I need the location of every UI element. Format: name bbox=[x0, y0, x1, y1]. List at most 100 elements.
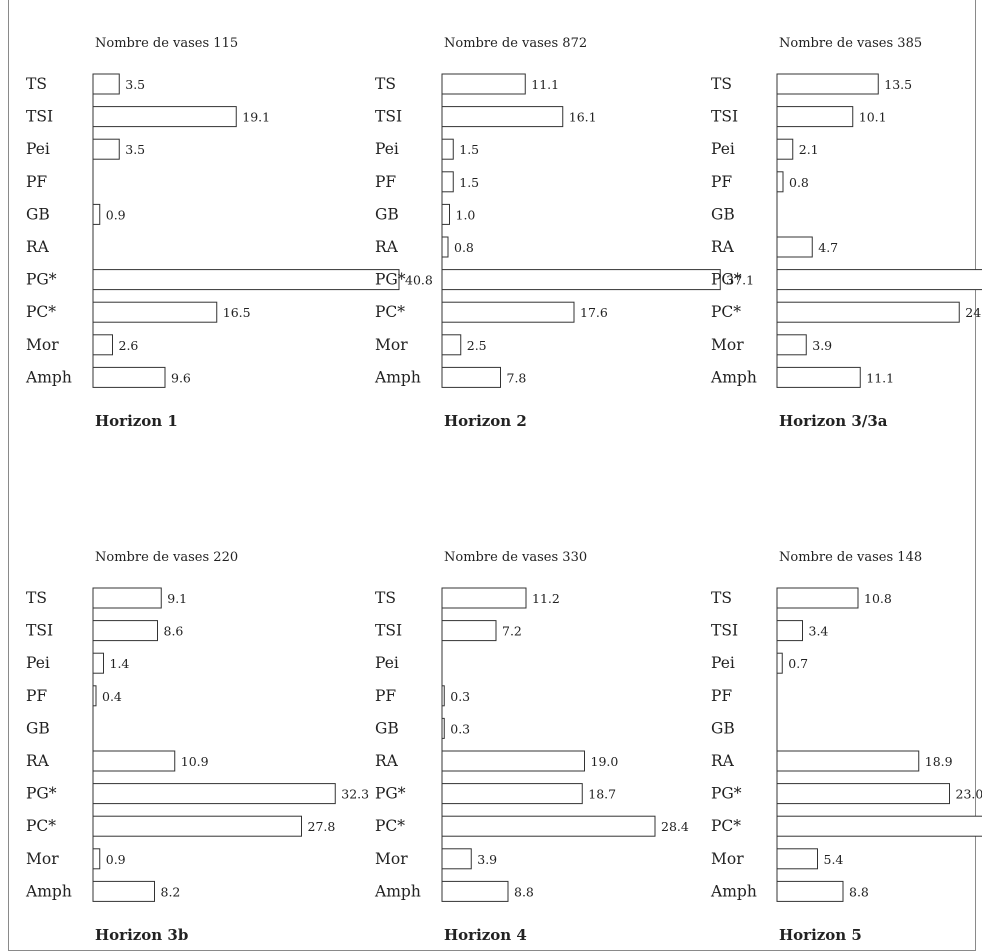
value-label: 8.8 bbox=[849, 884, 869, 899]
category-label: TS bbox=[711, 75, 732, 93]
value-label: 11.1 bbox=[866, 370, 894, 385]
value-label: 24.3 bbox=[965, 305, 982, 320]
category-label: TSI bbox=[711, 108, 738, 126]
value-label: 1.5 bbox=[459, 142, 479, 157]
bar bbox=[776, 750, 920, 772]
category-label: PC* bbox=[26, 303, 56, 321]
bar bbox=[776, 301, 960, 323]
value-label: 0.3 bbox=[450, 721, 470, 736]
category-label: PG* bbox=[26, 271, 57, 289]
category-label: PC* bbox=[375, 303, 405, 321]
category-label: RA bbox=[375, 752, 399, 770]
value-label: 3.5 bbox=[125, 77, 145, 92]
category-label: Amph bbox=[25, 368, 72, 386]
bar bbox=[441, 301, 575, 323]
bar bbox=[441, 269, 721, 291]
bar bbox=[92, 750, 176, 772]
bar bbox=[92, 848, 101, 870]
category-label: GB bbox=[711, 719, 735, 737]
category-label: PC* bbox=[375, 817, 405, 835]
category-label: PC* bbox=[711, 817, 741, 835]
value-label: 27.8 bbox=[308, 819, 336, 834]
value-label: 10.8 bbox=[864, 591, 892, 606]
bar bbox=[441, 880, 509, 902]
value-label: 40.8 bbox=[405, 273, 433, 288]
bar bbox=[92, 138, 120, 160]
value-label: 32.3 bbox=[341, 787, 369, 802]
bar bbox=[441, 848, 472, 870]
value-label: 13.5 bbox=[884, 77, 912, 92]
value-label: 5.4 bbox=[824, 852, 844, 867]
panel-title: Horizon 2 bbox=[444, 412, 527, 430]
value-label: 0.9 bbox=[106, 207, 126, 222]
bar bbox=[441, 685, 445, 707]
category-label: TSI bbox=[26, 622, 53, 640]
figure-frame bbox=[8, 0, 976, 951]
category-label: TSI bbox=[26, 108, 53, 126]
bar bbox=[776, 334, 807, 356]
panel-2: Nombre de vases 872 TS 11.1 TSI 16.1 Pei 1.5 PF… bbox=[374, 36, 754, 430]
bar bbox=[776, 880, 844, 902]
bar bbox=[441, 236, 449, 258]
value-label: 0.8 bbox=[789, 175, 809, 190]
bar bbox=[92, 652, 104, 674]
bar bbox=[92, 301, 218, 323]
value-label: 19.0 bbox=[591, 754, 619, 769]
value-label: 1.5 bbox=[459, 175, 479, 190]
value-label: 16.5 bbox=[223, 305, 251, 320]
value-label: 0.9 bbox=[106, 852, 126, 867]
category-label: PC* bbox=[711, 303, 741, 321]
category-label: Mor bbox=[26, 850, 59, 868]
bar bbox=[92, 685, 97, 707]
value-label: 17.6 bbox=[580, 305, 608, 320]
bar bbox=[776, 269, 982, 291]
value-label: 2.6 bbox=[119, 338, 139, 353]
category-label: PG* bbox=[26, 785, 57, 803]
category-label: PG* bbox=[711, 785, 742, 803]
value-label: 10.9 bbox=[181, 754, 209, 769]
bar bbox=[776, 587, 859, 609]
bar bbox=[441, 587, 527, 609]
category-label: Mor bbox=[375, 336, 408, 354]
value-label: 16.1 bbox=[569, 110, 597, 125]
value-label: 10.1 bbox=[859, 110, 887, 125]
category-label: TS bbox=[26, 75, 47, 93]
value-label: 8.8 bbox=[514, 884, 534, 899]
value-label: 3.9 bbox=[477, 852, 497, 867]
bar bbox=[441, 366, 501, 388]
category-label: PF bbox=[375, 687, 396, 705]
category-label: TS bbox=[26, 589, 47, 607]
bar bbox=[776, 236, 813, 258]
category-label: RA bbox=[711, 752, 735, 770]
category-label: PF bbox=[26, 173, 47, 191]
panel-subtitle: Nombre de vases 385 bbox=[779, 36, 922, 51]
bar bbox=[92, 815, 302, 837]
bar bbox=[92, 269, 400, 291]
value-label: 9.6 bbox=[171, 370, 191, 385]
value-label: 37.1 bbox=[726, 273, 754, 288]
panel-5: Nombre de vases 330 TS 11.2 TSI 7.2 Pei PF 0.3 G… bbox=[374, 550, 689, 944]
bar bbox=[92, 587, 162, 609]
panel-subtitle: Nombre de vases 220 bbox=[95, 550, 238, 565]
bar bbox=[441, 73, 526, 95]
category-label: Pei bbox=[711, 140, 735, 158]
bar bbox=[92, 783, 336, 805]
category-label: Mor bbox=[26, 336, 59, 354]
value-label: 0.3 bbox=[450, 689, 470, 704]
panel-title: Horizon 3b bbox=[95, 926, 188, 944]
value-label: 7.2 bbox=[502, 624, 522, 639]
category-label: TS bbox=[375, 75, 396, 93]
category-label: Amph bbox=[710, 368, 757, 386]
value-label: 3.4 bbox=[809, 624, 829, 639]
value-label: 1.4 bbox=[110, 656, 130, 671]
value-label: 3.9 bbox=[812, 338, 832, 353]
category-label: Amph bbox=[25, 882, 72, 900]
category-label: GB bbox=[26, 719, 50, 737]
bar bbox=[441, 717, 445, 739]
category-label: GB bbox=[711, 205, 735, 223]
bar bbox=[776, 815, 982, 837]
value-label: 19.1 bbox=[242, 110, 270, 125]
bar bbox=[776, 138, 794, 160]
bar bbox=[441, 815, 656, 837]
panel-title: Horizon 5 bbox=[779, 926, 862, 944]
